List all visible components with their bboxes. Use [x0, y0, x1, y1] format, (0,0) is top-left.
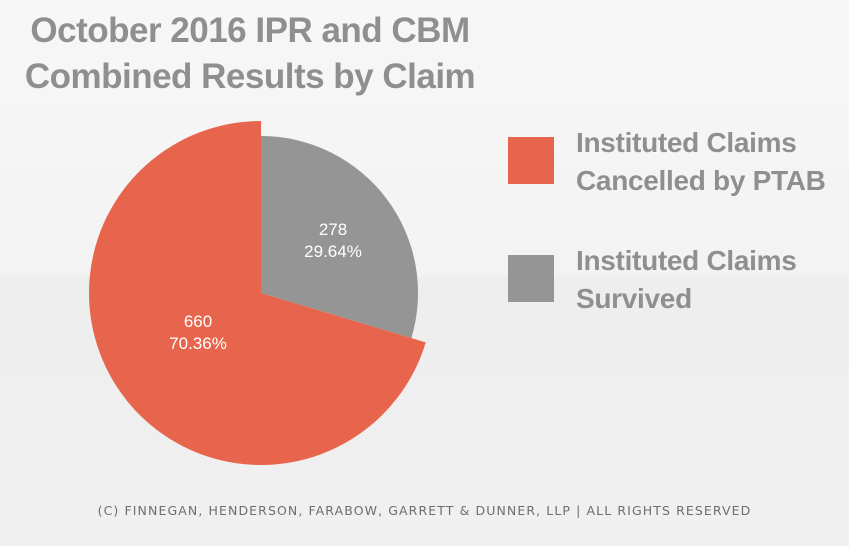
slice-label-cancelled-percent: 70.36%: [169, 334, 227, 353]
slice-label-survived-value: 278: [319, 220, 347, 239]
title-line-2: Combined Results by Claim: [24, 57, 476, 96]
legend-label-cancelled: Instituted Claims Cancelled by PTAB: [576, 124, 849, 200]
legend-label-survived: Instituted Claims Survived: [576, 242, 849, 318]
legend-label-cancelled-line-1: Instituted Claims: [576, 127, 797, 158]
legend-label-survived-line-1: Instituted Claims: [576, 245, 797, 276]
slice-label-cancelled-value: 660: [184, 312, 212, 331]
pie-slice-cancelled: [88, 121, 426, 466]
slice-label-survived-percent: 29.64%: [304, 242, 362, 261]
legend-label-survived-line-2: Survived: [576, 283, 692, 314]
title-line-1: October 2016 IPR and CBM: [30, 11, 470, 50]
chart-title: October 2016 IPR and CBM Combined Result…: [0, 8, 500, 100]
legend-label-cancelled-line-2: Cancelled by PTAB: [576, 165, 826, 196]
legend-swatch-cancelled: [508, 137, 554, 184]
pie-slice-survived: [261, 136, 418, 339]
legend-swatch-survived: [508, 255, 554, 302]
copyright-footer: (C) FINNEGAN, HENDERSON, FARABOW, GARRET…: [97, 503, 752, 518]
